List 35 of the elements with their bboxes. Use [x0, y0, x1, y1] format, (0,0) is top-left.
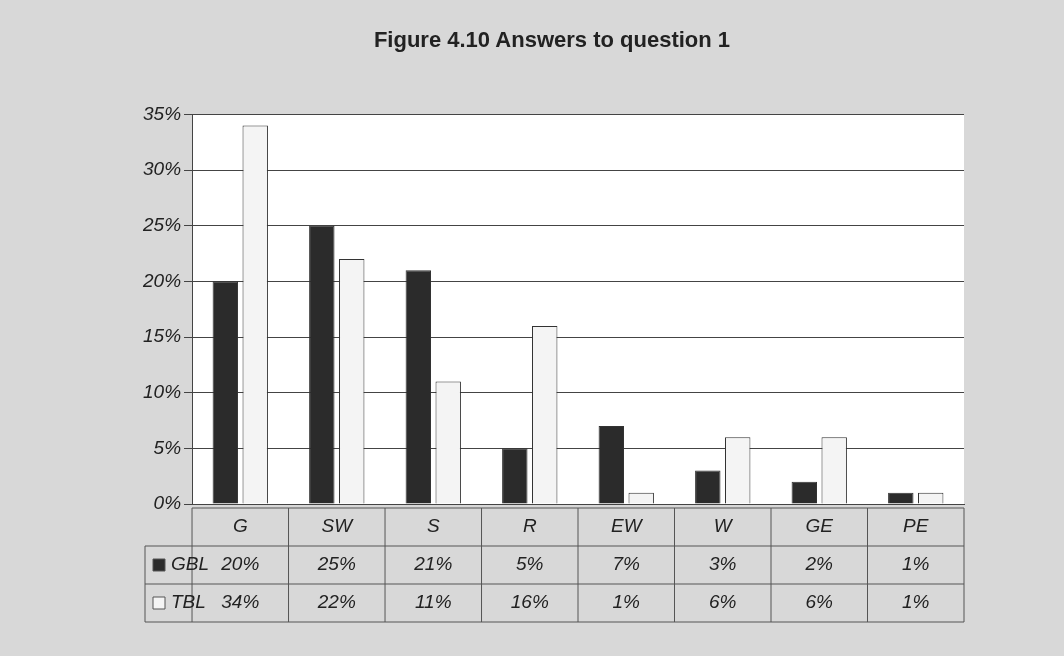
y-tick-label: 35% — [143, 102, 182, 124]
y-tick-label: 10% — [143, 380, 182, 402]
y-tick-label: 30% — [143, 158, 182, 180]
x-tick-label: GE — [805, 515, 834, 537]
x-tick-label: R — [522, 515, 537, 537]
data-label: 7% — [612, 553, 641, 575]
data-label: 5% — [516, 553, 544, 575]
x-tick-label: G — [232, 515, 248, 537]
y-tick-label: 5% — [153, 436, 182, 458]
data-label: 34% — [221, 591, 260, 613]
data-label: 3% — [709, 553, 737, 575]
y-tick-label: 0% — [153, 492, 182, 514]
data-label: 6% — [709, 591, 737, 613]
chart-title: Figure 4.10 Answers to question 1 — [373, 27, 731, 53]
data-label: 1% — [902, 553, 930, 575]
data-label: 6% — [805, 591, 834, 613]
x-tick-label: S — [426, 515, 440, 537]
y-tick-label: 15% — [143, 325, 182, 347]
data-label: 16% — [510, 591, 549, 613]
y-tick-label: 25% — [142, 214, 182, 235]
x-tick-label: SW — [321, 515, 355, 537]
y-tick-label: 20% — [142, 269, 182, 291]
legend-label: TBL — [171, 591, 206, 613]
x-tick-label: PE — [903, 515, 929, 537]
legend-label: GBL — [171, 553, 210, 575]
data-label: 1% — [612, 591, 641, 613]
x-tick-label: EW — [610, 515, 644, 537]
data-label: 25% — [316, 553, 356, 575]
data-label: 2% — [804, 553, 834, 575]
x-tick-label: W — [713, 515, 734, 537]
data-label: 20% — [220, 553, 260, 575]
data-label: 22% — [316, 591, 356, 613]
data-label: 21% — [413, 553, 453, 575]
data-label: 11% — [414, 591, 452, 613]
data-label: 1% — [902, 591, 930, 613]
